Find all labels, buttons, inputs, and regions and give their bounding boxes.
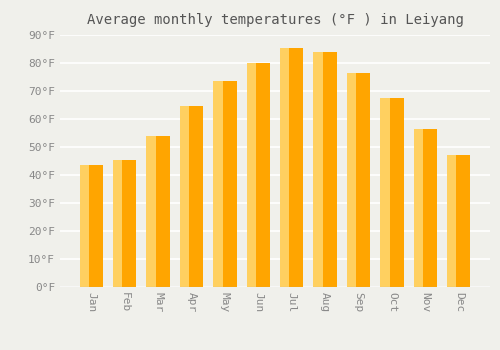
Bar: [180, 106, 203, 287]
Bar: [380, 98, 390, 287]
Bar: [314, 52, 337, 287]
Bar: [280, 48, 303, 287]
Bar: [447, 155, 470, 287]
Bar: [447, 155, 456, 287]
Bar: [146, 136, 156, 287]
Bar: [280, 48, 289, 287]
Title: Average monthly temperatures (°F ) in Leiyang: Average monthly temperatures (°F ) in Le…: [86, 13, 464, 27]
Bar: [113, 160, 136, 287]
Bar: [113, 160, 122, 287]
Bar: [314, 52, 323, 287]
Bar: [146, 136, 170, 287]
Bar: [414, 129, 437, 287]
Bar: [213, 81, 236, 287]
Bar: [380, 98, 404, 287]
Bar: [246, 63, 270, 287]
Bar: [347, 73, 356, 287]
Bar: [80, 165, 89, 287]
Bar: [414, 129, 423, 287]
Bar: [347, 73, 370, 287]
Bar: [213, 81, 222, 287]
Bar: [80, 165, 103, 287]
Bar: [180, 106, 189, 287]
Bar: [246, 63, 256, 287]
